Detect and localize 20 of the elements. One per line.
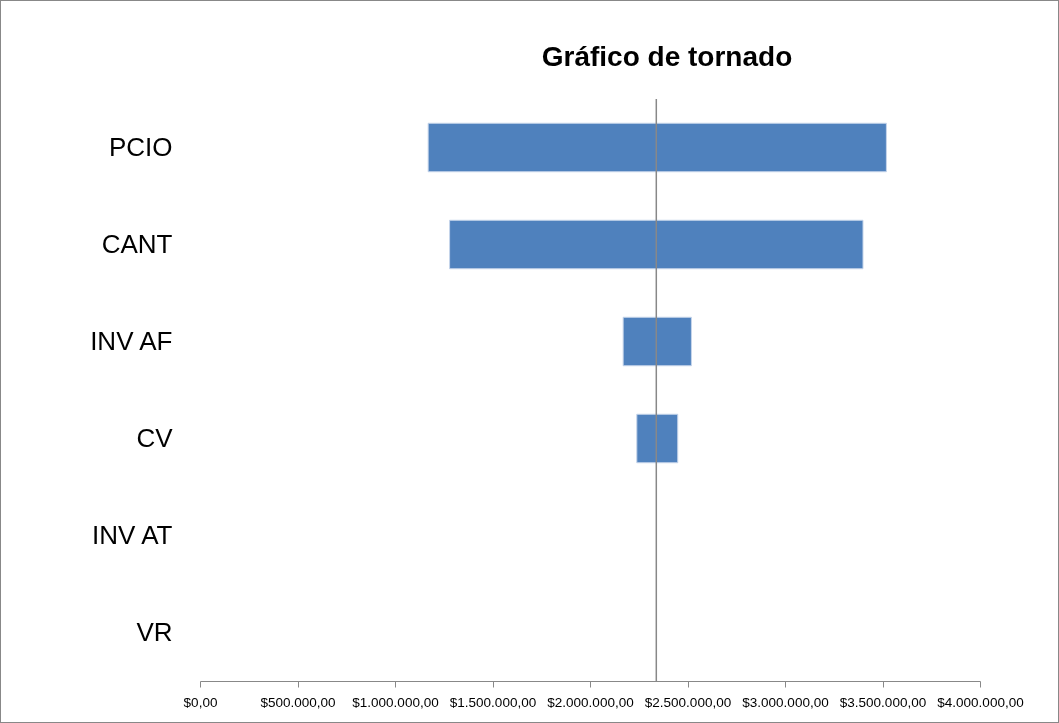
x-tick-label: $0,00 xyxy=(183,694,218,710)
y-tick-label: VR xyxy=(136,616,173,647)
bar xyxy=(427,122,887,173)
y-tick-label: INV AT xyxy=(92,519,173,550)
x-tick-label: $4.000.000,00 xyxy=(937,694,1024,710)
x-tick-label: $3.000.000,00 xyxy=(742,694,829,710)
y-tick-label: CANT xyxy=(101,228,173,259)
y-tick-label: PCIO xyxy=(108,131,173,162)
chart-title: Gráfico de tornado xyxy=(541,41,793,73)
y-tick-label: CV xyxy=(136,422,174,453)
y-tick-label: INV AF xyxy=(90,325,173,356)
x-tick-label: $2.000.000,00 xyxy=(547,694,634,710)
x-tick-label: $500.000,00 xyxy=(260,694,336,710)
bar xyxy=(449,219,864,270)
x-tick-label: $1.000.000,00 xyxy=(352,694,439,710)
x-tick-label: $1.500.000,00 xyxy=(449,694,537,710)
x-tick-label: $3.500.000,00 xyxy=(839,694,927,710)
x-tick-label: $2.500.000,00 xyxy=(644,694,732,710)
bar xyxy=(636,413,679,464)
bar xyxy=(622,316,692,367)
